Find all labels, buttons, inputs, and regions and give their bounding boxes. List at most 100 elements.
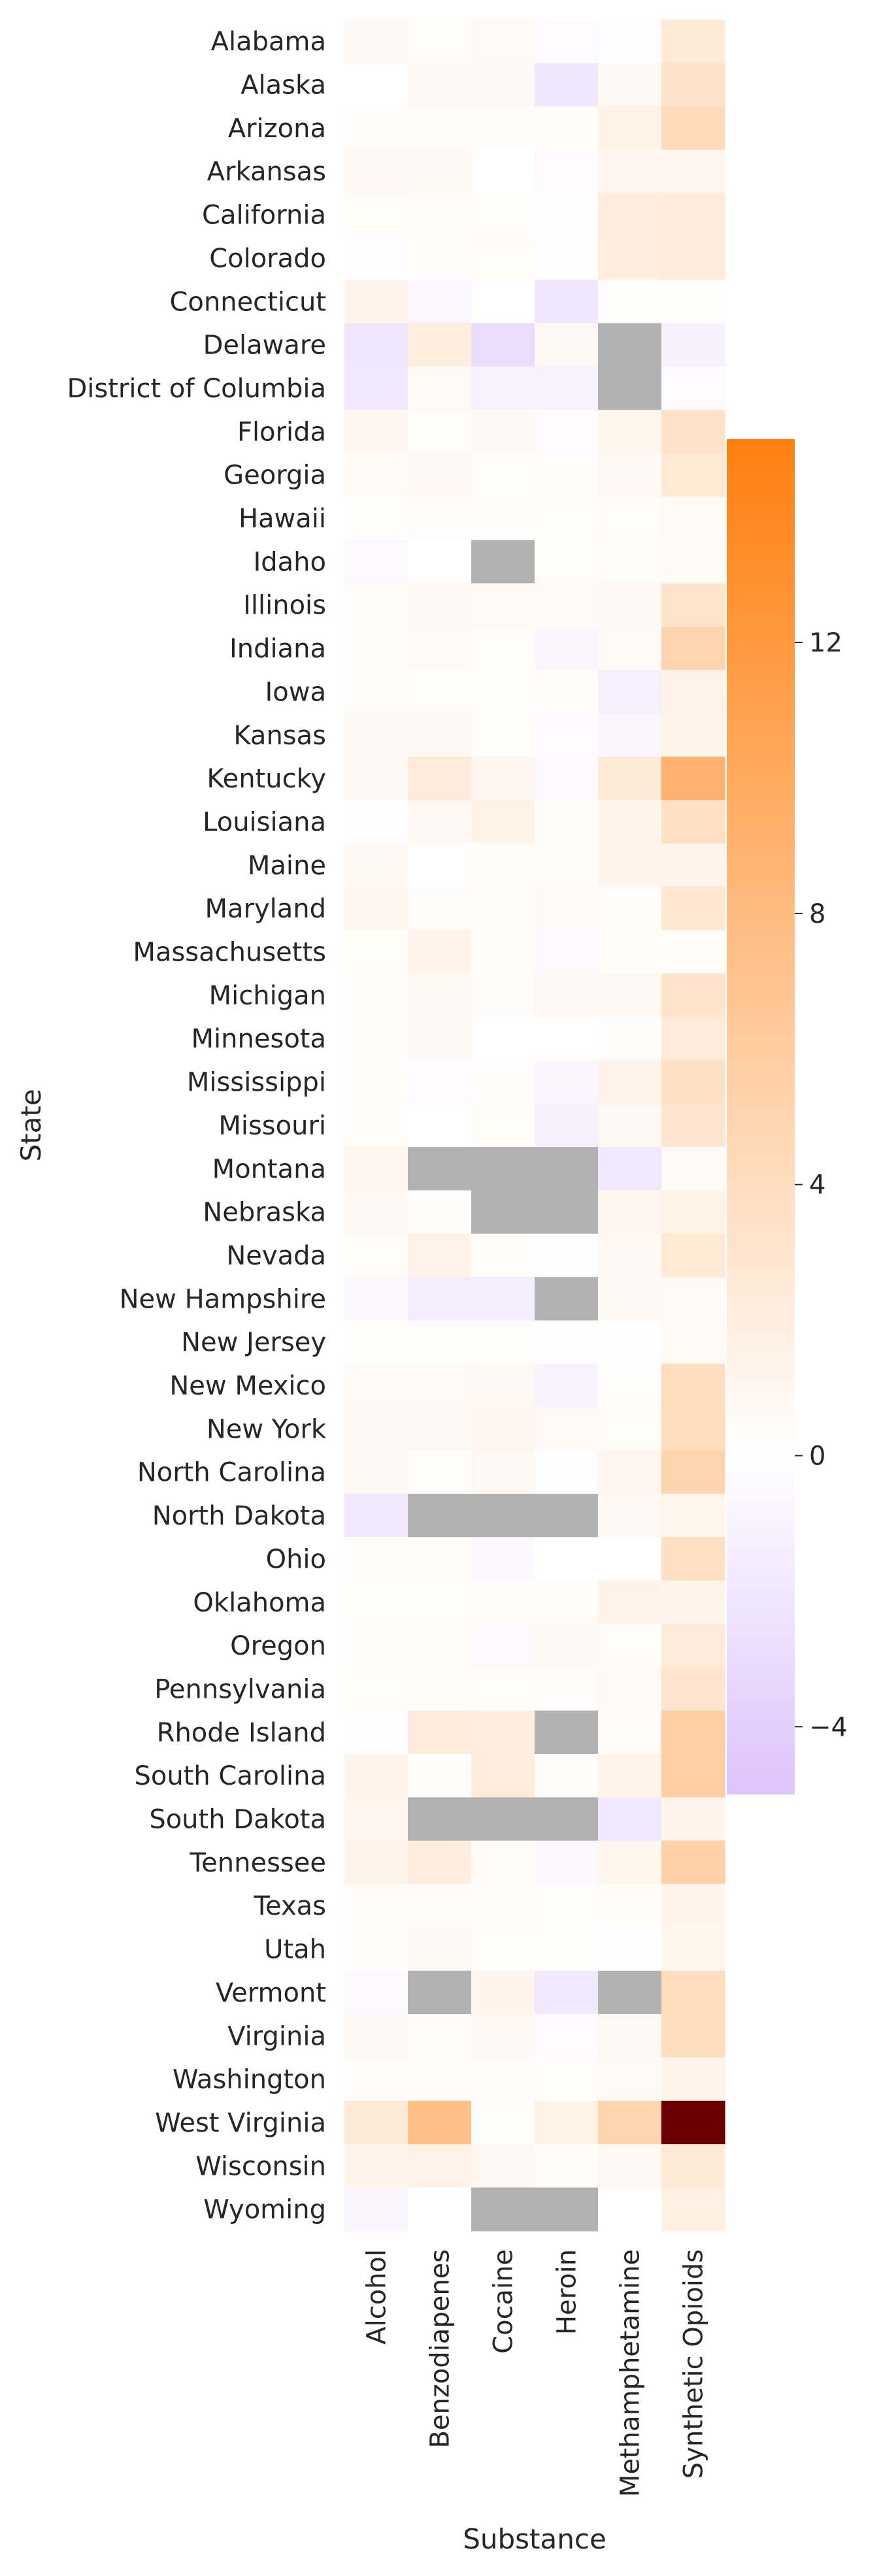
heatmap-cell — [344, 2100, 408, 2145]
heatmap-cell — [408, 2100, 472, 2145]
column-tick-labels: Alcohol Benzodiapenes Cocaine Heroin Methamp… — [362, 2249, 709, 2497]
heatmap-cell — [471, 1493, 535, 1538]
heatmap-cell — [471, 496, 535, 540]
heatmap-cell — [535, 800, 599, 844]
heatmap-cell — [408, 1840, 472, 1885]
heatmap-cell — [471, 106, 535, 150]
heatmap-cell — [598, 366, 662, 410]
heatmap-cell — [471, 800, 535, 844]
heatmap-cell — [598, 150, 662, 193]
row-label: Wyoming — [203, 2195, 326, 2225]
heatmap-cell — [471, 1060, 535, 1104]
heatmap-cell — [408, 2187, 472, 2232]
heatmap-cell — [471, 2057, 535, 2102]
heatmap-cell — [408, 496, 472, 540]
colorbar-tick-label: 0 — [809, 1442, 825, 1472]
heatmap-cell — [661, 2014, 725, 2058]
heatmap-cell — [598, 1017, 662, 1061]
heatmap-cell — [344, 670, 408, 714]
row-label: South Dakota — [149, 1805, 326, 1835]
row-label: Vermont — [216, 1978, 326, 2008]
heatmap-cell — [535, 1970, 599, 2015]
heatmap-cell — [408, 930, 472, 974]
heatmap-cell — [661, 1233, 725, 1278]
row-label: Connecticut — [169, 287, 326, 317]
heatmap-cell — [535, 1450, 599, 1494]
heatmap-cell — [598, 1884, 662, 1928]
row-tick-labels: Alabama Alaska Arizona Arkansas California Co… — [67, 27, 326, 2225]
heatmap-cell — [408, 1710, 472, 1755]
heatmap-cell — [471, 583, 535, 627]
row-label: New Jersey — [181, 1328, 326, 1358]
heatmap-cell — [598, 280, 662, 324]
heatmap-cell — [535, 756, 599, 801]
column-label: Cocaine — [489, 2249, 519, 2354]
heatmap-cell — [344, 1190, 408, 1234]
y-axis-label: State — [15, 1089, 47, 1161]
row-label: Nevada — [226, 1241, 326, 1271]
heatmap-cell — [471, 670, 535, 714]
heatmap-cell — [471, 713, 535, 757]
heatmap-cell — [408, 2014, 472, 2058]
row-label: North Carolina — [137, 1458, 326, 1488]
heatmap-cell — [408, 540, 472, 584]
heatmap-cell — [408, 713, 472, 757]
heatmap-cell — [344, 930, 408, 974]
colorbar-ticks: −4 0 4 8 12 — [795, 628, 848, 1742]
heatmap-cell — [661, 150, 725, 193]
heatmap-cell — [661, 1493, 725, 1538]
heatmap-cell — [344, 1320, 408, 1364]
heatmap-cell — [535, 887, 599, 931]
row-label: South Carolina — [134, 1761, 326, 1791]
row-label: Maine — [248, 851, 326, 881]
heatmap-cell — [535, 453, 599, 497]
heatmap-cell — [661, 670, 725, 714]
row-label: Kansas — [233, 721, 326, 751]
heatmap-cell — [535, 2057, 599, 2102]
heatmap-cell — [535, 583, 599, 627]
heatmap-cell — [344, 366, 408, 410]
heatmap-cell — [471, 973, 535, 1017]
colorbar — [727, 439, 795, 1794]
heatmap-cell — [408, 150, 472, 193]
heatmap-cell — [408, 1580, 472, 1625]
heatmap-cell — [535, 540, 599, 584]
row-label: Louisiana — [203, 807, 326, 837]
heatmap-cell — [408, 2057, 472, 2102]
row-label: Georgia — [224, 461, 326, 491]
heatmap-cell — [535, 670, 599, 714]
heatmap-cell — [344, 2144, 408, 2188]
row-label: Ohio — [266, 1544, 326, 1574]
heatmap-cell — [535, 2100, 599, 2145]
heatmap-cell — [598, 1754, 662, 1798]
heatmap-cell — [661, 1017, 725, 1061]
heatmap-cell — [344, 1233, 408, 1278]
heatmap-cell — [471, 843, 535, 887]
heatmap-cell — [598, 2014, 662, 2058]
heatmap-cell — [535, 496, 599, 540]
heatmap-cell — [471, 1970, 535, 2015]
heatmap-cell — [598, 670, 662, 714]
heatmap-cell — [471, 1147, 535, 1191]
heatmap-cell — [535, 1407, 599, 1451]
heatmap-cell — [344, 2057, 408, 2102]
heatmap-cell — [344, 2014, 408, 2058]
heatmap-cell — [661, 540, 725, 584]
heatmap-cell — [471, 323, 535, 367]
heatmap-cell — [471, 453, 535, 497]
heatmap-cell — [344, 1623, 408, 1668]
heatmap-cell — [598, 1363, 662, 1408]
heatmap-cell — [661, 1667, 725, 1711]
heatmap-cell — [661, 1710, 725, 1755]
column-label: Heroin — [552, 2249, 582, 2335]
row-label: Missouri — [218, 1111, 326, 1141]
row-label: Idaho — [253, 547, 326, 577]
heatmap-cell — [471, 1190, 535, 1234]
heatmap-cell — [344, 973, 408, 1017]
heatmap-cell — [598, 1450, 662, 1494]
heatmap-cell — [408, 1884, 472, 1928]
heatmap-cell — [344, 236, 408, 280]
heatmap-cell — [344, 626, 408, 670]
heatmap-cell — [471, 1277, 535, 1321]
